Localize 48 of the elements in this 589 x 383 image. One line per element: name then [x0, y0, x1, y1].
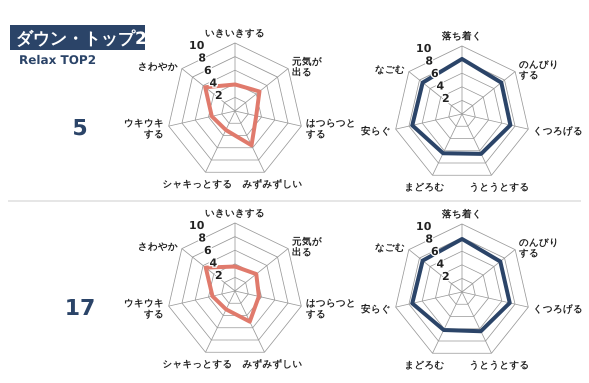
y-tick-label: 10: [416, 42, 432, 56]
spoke-label: いきいきする: [205, 28, 265, 39]
spoke-label: はつらつとする: [305, 118, 356, 140]
spoke-label: うとうとする: [470, 360, 530, 371]
y-tick-label: 2: [442, 92, 450, 105]
spoke-label: 安らぐ: [360, 125, 391, 138]
spoke-label: みずみずしい: [242, 178, 303, 190]
spoke-label: のんびりする: [518, 59, 560, 82]
spoke-label: シャキっとする: [162, 358, 232, 370]
spoke-label: 元気が出る: [291, 235, 324, 258]
spoke-label: みずみずしい: [242, 358, 303, 370]
y-tick-label: 8: [425, 54, 434, 68]
y-tick-label: 2: [215, 88, 223, 102]
spoke-label: なごむ: [374, 64, 405, 76]
spoke-label: 元気が出る: [291, 55, 324, 78]
spoke-label: さわやか: [138, 241, 179, 252]
chart-title: ダウン・トップ2: [16, 29, 147, 49]
spoke-label: のんびりする: [518, 237, 560, 260]
spoke-label: はつらつとする: [305, 298, 356, 320]
y-tick-label: 6: [204, 64, 212, 78]
spoke-label: ウキウキする: [124, 118, 164, 140]
spoke-label: ウキウキする: [124, 298, 164, 320]
y-tick-label: 10: [189, 39, 205, 52]
y-tick-label: 10: [189, 219, 205, 232]
spoke-label: 落ち着く: [441, 208, 482, 220]
spoke-label: 落ち着く: [441, 30, 482, 42]
spoke-label: なごむ: [374, 242, 405, 254]
y-tick-label: 2: [215, 268, 223, 282]
y-tick-label: 6: [204, 244, 212, 258]
spoke-label: シャキっとする: [162, 178, 232, 190]
spoke-label: さわやか: [138, 61, 179, 72]
y-tick-label: 2: [442, 270, 450, 283]
spoke-label: いきいきする: [205, 208, 265, 219]
spoke-label: まどろむ: [404, 360, 444, 371]
y-tick-label: 4: [436, 79, 444, 92]
text: 5: [72, 116, 88, 141]
text: Relax TOP2: [19, 53, 96, 67]
text: 17: [64, 296, 96, 321]
spoke-label: うとうとする: [470, 182, 530, 193]
y-tick-label: 4: [436, 257, 444, 270]
spoke-label: くつろげる: [533, 125, 584, 138]
spoke-label: くつろげる: [533, 303, 584, 316]
spoke-label: 安らぐ: [360, 303, 391, 316]
y-tick-label: 8: [198, 232, 206, 245]
y-tick-label: 8: [425, 232, 434, 246]
spoke-label: まどろむ: [404, 182, 444, 193]
y-tick-label: 8: [198, 52, 206, 65]
y-tick-label: 10: [416, 220, 432, 234]
